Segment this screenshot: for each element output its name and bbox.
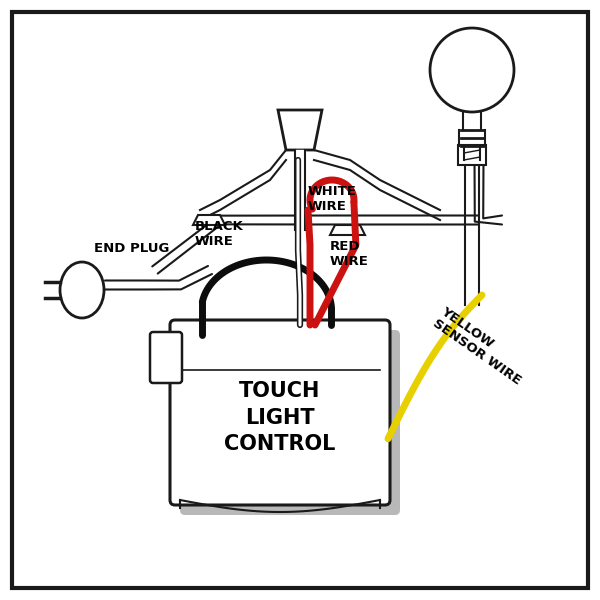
Text: YELLOW
SENSOR WIRE: YELLOW SENSOR WIRE bbox=[430, 305, 532, 388]
Circle shape bbox=[430, 28, 514, 112]
Polygon shape bbox=[475, 160, 502, 224]
Polygon shape bbox=[193, 215, 225, 225]
Text: WHITE
WIRE: WHITE WIRE bbox=[308, 185, 357, 213]
Text: TOUCH
LIGHT
CONTROL: TOUCH LIGHT CONTROL bbox=[224, 381, 335, 454]
Polygon shape bbox=[330, 225, 365, 235]
Text: BLACK
WIRE: BLACK WIRE bbox=[195, 220, 244, 248]
Bar bbox=[458, 145, 486, 165]
Text: END PLUG: END PLUG bbox=[94, 242, 169, 255]
Polygon shape bbox=[278, 110, 322, 150]
FancyBboxPatch shape bbox=[180, 330, 400, 515]
FancyBboxPatch shape bbox=[170, 320, 390, 505]
Text: RED
WIRE: RED WIRE bbox=[330, 240, 369, 268]
Polygon shape bbox=[152, 215, 479, 274]
Ellipse shape bbox=[60, 262, 104, 318]
FancyBboxPatch shape bbox=[150, 332, 182, 383]
Polygon shape bbox=[105, 266, 212, 289]
